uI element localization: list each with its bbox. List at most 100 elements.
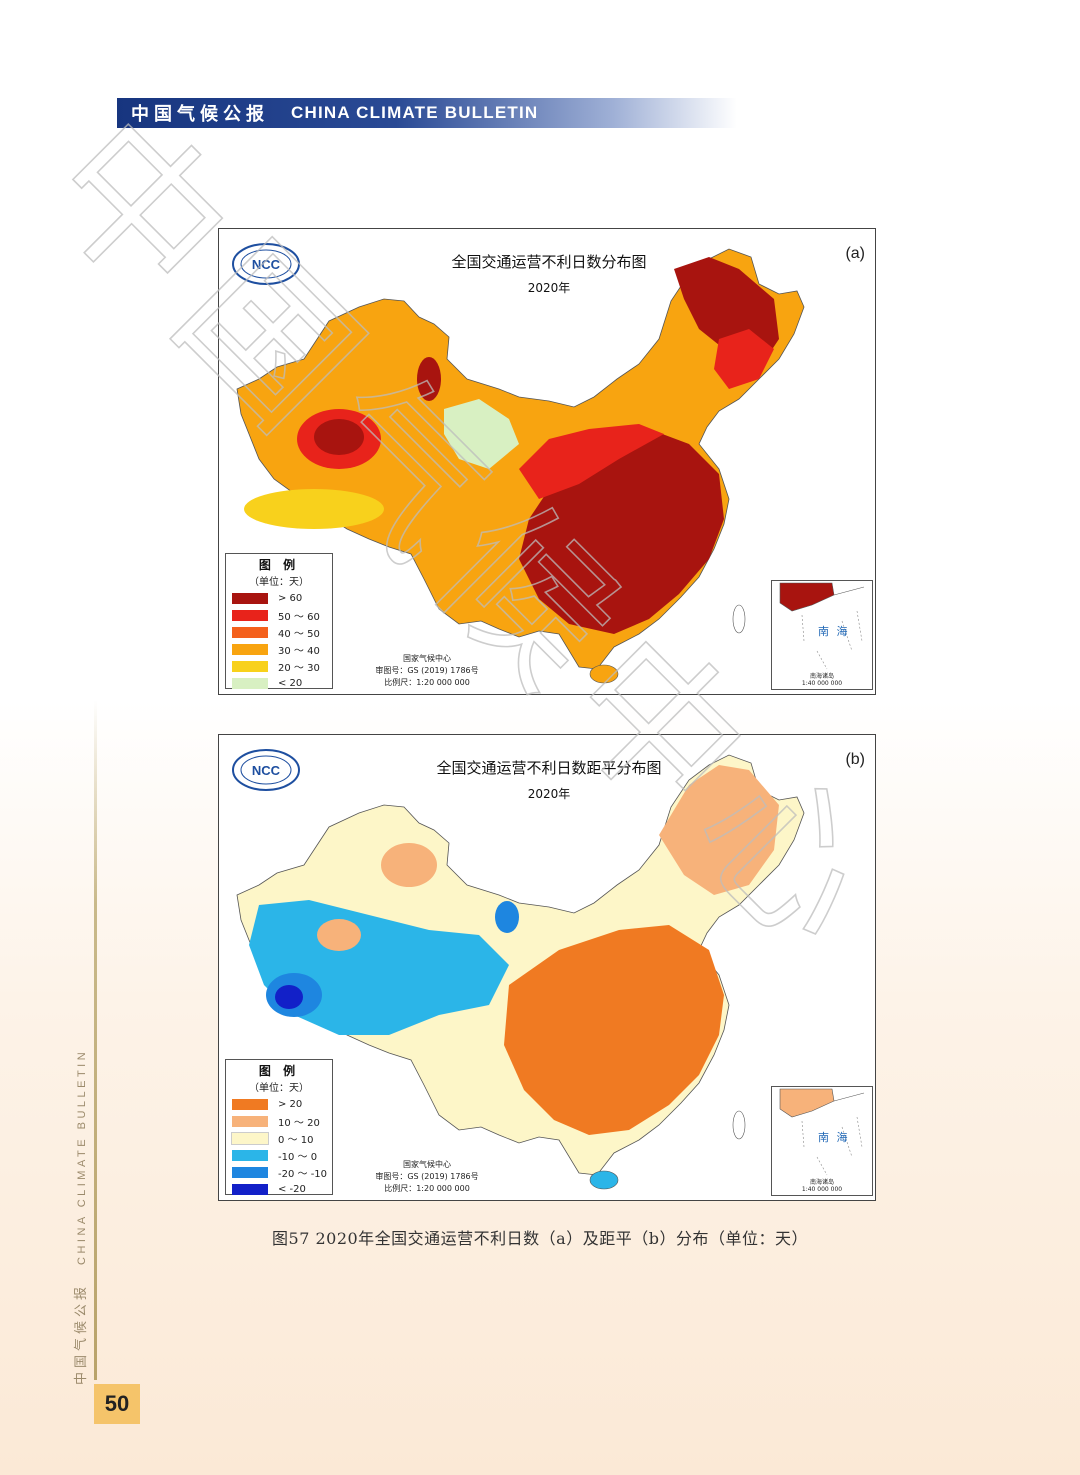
map-a-title: 全国交通运营不利日数分布图 <box>451 253 647 271</box>
inset-caption-name: 南海诸岛 <box>809 1179 834 1186</box>
legend-label: > 20 <box>278 1099 303 1110</box>
inset-caption-scale: 1:40 000 000 <box>801 1186 843 1193</box>
map-a-zone-taiwan <box>732 604 746 634</box>
map-b-year: 2020年 <box>527 787 571 801</box>
legend-label: -20 ～ -10 <box>278 1169 328 1180</box>
credit-scale: 比例尺：1:20 000 000 <box>384 678 470 687</box>
map-b-title: 全国交通运营不利日数距平分布图 <box>436 759 662 777</box>
svg-text:NCC: NCC <box>252 763 281 778</box>
figure-caption: 图57 2020年全国交通运营不利日数（a）及距平（b）分布（单位：天） <box>272 1229 808 1248</box>
inset-sea-label: 南 海 <box>818 625 850 638</box>
legend-title: 图 例 <box>258 1064 300 1078</box>
legend-label: < -20 <box>278 1184 306 1195</box>
map-b-legend: 图 例 （单位：天） > 20 10 ～ 20 0 ～ 10 -10 ～ 0 -… <box>225 1059 333 1195</box>
legend-label: -10 ～ 0 <box>278 1152 318 1163</box>
legend-swatch <box>232 1116 268 1127</box>
map-a-legend: 图 例 （单位：天） > 60 50 ～ 60 40 ～ 50 30 ～ 40 … <box>225 553 333 689</box>
legend-label: 40 ～ 50 <box>278 629 320 640</box>
legend-label: 50 ～ 60 <box>278 612 320 623</box>
inset-caption: 南海诸岛 1:40 000 000 <box>772 1179 872 1193</box>
map-b-zone-taiwan <box>732 1110 746 1140</box>
sidebar-text: 中国气候公报 CHINA CLIMATE BULLETIN <box>70 1049 89 1385</box>
legend-swatch <box>232 1184 268 1195</box>
credit-approval: 审图号：GS (2019) 1786号 <box>375 666 479 675</box>
map-a-zone-west-core <box>314 419 364 455</box>
legend-item: 50 ～ 60 <box>226 607 332 624</box>
svg-text:NCC: NCC <box>252 257 281 272</box>
legend-swatch <box>232 1150 268 1161</box>
china-map-a <box>236 248 805 684</box>
legend-label: 0 ～ 10 <box>278 1135 314 1146</box>
legend-label: < 20 <box>278 678 303 689</box>
legend-swatch <box>232 1099 268 1110</box>
inset-caption-scale: 1:40 000 000 <box>801 680 843 687</box>
map-a-zone-red-1 <box>519 424 664 499</box>
map-b-zone-darkblue-2 <box>275 985 303 1009</box>
map-a-year: 2020年 <box>527 281 571 295</box>
map-b-zone-darkblue-3 <box>495 901 519 933</box>
legend-item: 30 ～ 40 <box>226 641 332 658</box>
legend-swatch <box>232 644 268 655</box>
legend-item: > 60 <box>226 590 332 607</box>
credit-org: 国家气候中心 <box>403 1160 451 1169</box>
legend-swatch <box>232 593 268 604</box>
legend-label: > 60 <box>278 593 303 604</box>
legend-swatch <box>232 627 268 638</box>
ncc-logo: NCC <box>232 243 300 285</box>
legend-label: 30 ～ 40 <box>278 646 320 657</box>
map-b-inset: 南 海 南海诸岛 1:40 000 000 <box>771 1086 873 1196</box>
credit-org: 国家气候中心 <box>403 654 451 663</box>
header-title-en: CHINA CLIMATE BULLETIN <box>291 103 539 122</box>
map-a-inset: 南 海 南海诸岛 1:40 000 000 <box>771 580 873 690</box>
legend-label: 10 ～ 20 <box>278 1118 320 1129</box>
map-b-zone-hainan <box>589 1170 619 1190</box>
legend-unit: （单位：天） <box>249 577 309 588</box>
legend-item: 40 ～ 50 <box>226 624 332 641</box>
map-b-label: (b) <box>845 751 865 768</box>
inset-sea-label: 南 海 <box>818 1131 850 1144</box>
map-b-zone-east <box>504 925 724 1135</box>
legend-item: -20 ～ -10 <box>226 1164 332 1181</box>
page-number: 50 <box>94 1384 140 1424</box>
sidebar-text-cn: 中国气候公报 <box>74 1282 89 1385</box>
map-b-zone-orange-xj <box>381 843 437 887</box>
legend-item: < 20 <box>226 675 332 692</box>
legend-item: 0 ～ 10 <box>226 1130 332 1147</box>
legend-item: -10 ～ 0 <box>226 1147 332 1164</box>
sidebar-rule <box>94 700 97 1380</box>
legend-swatch <box>232 661 268 672</box>
map-a-credit: 国家气候中心 审图号：GS (2019) 1786号 比例尺：1:20 000 … <box>359 653 495 689</box>
legend-swatch <box>232 678 268 689</box>
ncc-logo: NCC <box>232 749 300 791</box>
credit-scale: 比例尺：1:20 000 000 <box>384 1184 470 1193</box>
inset-map-a <box>779 582 865 670</box>
legend-item: > 20 <box>226 1096 332 1113</box>
legend-label: 20 ～ 30 <box>278 663 320 674</box>
header-title-cn: 中国气候公报 <box>131 104 269 125</box>
legend-item: < -20 <box>226 1181 332 1198</box>
map-panel-b: NCC 全国交通运营不利日数距平分布图 2020年 (b) 图 例 （单位：天）… <box>218 734 876 1201</box>
map-a-label: (a) <box>845 245 865 262</box>
legend-unit: （单位：天） <box>249 1083 309 1094</box>
legend-title: 图 例 <box>258 558 300 572</box>
map-b-credit: 国家气候中心 审图号：GS (2019) 1786号 比例尺：1:20 000 … <box>359 1159 495 1195</box>
sidebar-text-en: CHINA CLIMATE BULLETIN <box>76 1048 88 1265</box>
map-a-zone-hainan <box>589 664 619 684</box>
legend-item: 20 ～ 30 <box>226 658 332 675</box>
map-panel-a: NCC 全国交通运营不利日数分布图 2020年 (a) 图 例 （单位：天） >… <box>218 228 876 695</box>
map-b-zone-orange-w <box>317 919 361 951</box>
map-a-zone-xj <box>417 357 441 401</box>
map-a-zone-tibet <box>244 489 384 529</box>
china-map-b <box>236 754 805 1190</box>
header-bar: 中国气候公报 CHINA CLIMATE BULLETIN <box>117 98 737 128</box>
legend-swatch <box>231 1132 269 1145</box>
legend-swatch <box>232 610 268 621</box>
credit-approval: 审图号：GS (2019) 1786号 <box>375 1172 479 1181</box>
legend-item: 10 ～ 20 <box>226 1113 332 1130</box>
map-b-zone-northeast <box>659 765 779 895</box>
inset-caption: 南海诸岛 1:40 000 000 <box>772 673 872 687</box>
map-a-zone-green <box>444 399 519 469</box>
legend-swatch <box>232 1167 268 1178</box>
map-a-zone-northeast-red <box>714 329 774 389</box>
inset-map-b <box>779 1088 865 1176</box>
